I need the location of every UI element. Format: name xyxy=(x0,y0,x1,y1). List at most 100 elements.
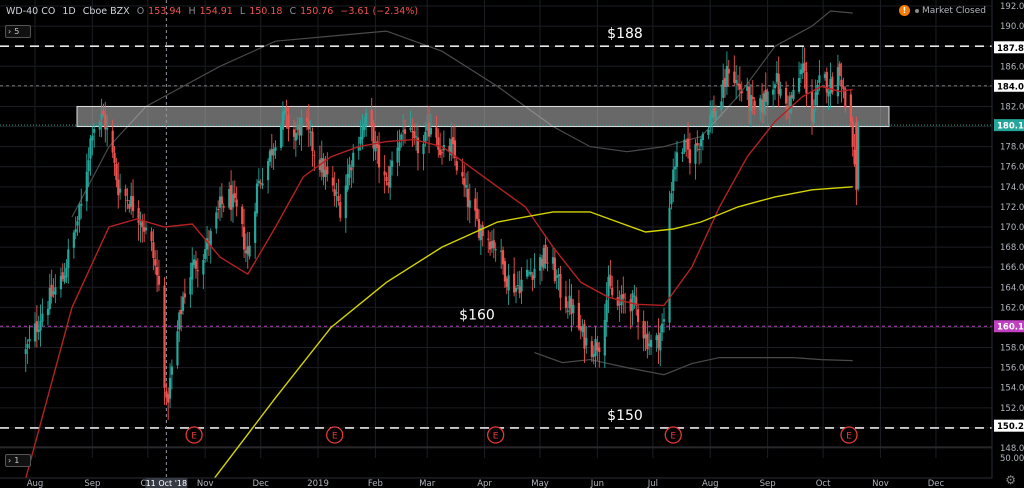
earnings-circle xyxy=(664,426,682,444)
time-tick-label: Aug xyxy=(702,479,719,488)
candle-body xyxy=(209,230,212,246)
candle-body xyxy=(674,166,677,170)
price-tag-text: 150.22 xyxy=(997,422,1024,432)
candle-body xyxy=(607,276,610,297)
candle-body xyxy=(531,275,534,280)
candle-body xyxy=(762,93,765,114)
candle-body xyxy=(611,287,614,296)
candle-body xyxy=(649,339,653,348)
candle-body xyxy=(712,108,716,118)
candle-body xyxy=(80,203,83,206)
candle-body xyxy=(492,240,495,249)
gear-icon[interactable]: ⚙ xyxy=(1005,473,1016,487)
candle-body xyxy=(259,182,262,184)
candle-body xyxy=(440,152,444,154)
level-label: $188 xyxy=(607,26,643,42)
candle-body xyxy=(124,188,127,196)
horizontal-levels: $188 $160 $150 xyxy=(0,0,992,478)
market-status[interactable]: ! Market Closed xyxy=(898,5,986,16)
band-lower-line xyxy=(534,352,853,376)
candle-body xyxy=(772,89,775,95)
candle-body xyxy=(681,151,684,155)
candle-body xyxy=(126,199,129,202)
candle-body xyxy=(455,161,458,171)
candle-body xyxy=(235,199,238,207)
candle-body xyxy=(279,126,283,148)
price-tick-label: 164.00 xyxy=(1000,283,1024,293)
earnings-label: E xyxy=(332,432,338,442)
candle-body xyxy=(415,136,418,138)
candle-body xyxy=(72,232,75,248)
candle-body xyxy=(827,91,830,97)
candle-body xyxy=(540,258,543,267)
close-label: C xyxy=(289,6,297,17)
candle-body xyxy=(629,299,632,312)
price-tag: 184.06 xyxy=(994,79,1024,92)
earnings-marker[interactable]: E xyxy=(486,426,505,444)
level-label: $150 xyxy=(607,408,643,424)
earnings-marker[interactable]: E xyxy=(840,426,858,444)
candle-body xyxy=(378,144,381,168)
candle-body xyxy=(230,185,233,210)
symbol-name[interactable]: WD-40 CO xyxy=(6,6,56,17)
candle-body xyxy=(104,114,107,130)
pane-toggle-top[interactable]: › 5 xyxy=(5,25,31,38)
resistance-zone xyxy=(76,105,890,128)
price-tag-text: 160.12 xyxy=(997,323,1024,333)
candle-body xyxy=(437,137,440,150)
close-value: 150.76 xyxy=(300,6,334,17)
candlesticks xyxy=(24,46,860,420)
time-tick-label: May xyxy=(531,479,549,488)
candle-body xyxy=(400,134,403,141)
sma-long-line xyxy=(213,186,853,479)
earnings-circle xyxy=(185,426,203,444)
candle-body xyxy=(764,89,767,102)
candle-body xyxy=(215,212,218,229)
open-value: 153.94 xyxy=(148,6,182,17)
earnings-marker[interactable]: E xyxy=(664,426,682,444)
candle-body xyxy=(298,124,301,136)
candle-body xyxy=(427,122,431,137)
candle-body xyxy=(520,279,523,292)
candle-body xyxy=(409,127,412,131)
candle-body xyxy=(357,146,360,151)
candle-body xyxy=(814,92,817,106)
candle-body xyxy=(477,219,481,239)
candle-body xyxy=(725,65,728,87)
candle-body xyxy=(605,300,608,323)
price-tag: 180.14 xyxy=(994,119,1024,132)
candle-body xyxy=(374,142,377,152)
pane-toggle-bottom[interactable]: › 1 xyxy=(5,454,31,467)
interval[interactable]: 1D xyxy=(62,6,76,17)
candle-body xyxy=(785,87,788,104)
candle-body xyxy=(255,183,259,214)
candle-body xyxy=(33,323,37,342)
earnings-marker[interactable]: E xyxy=(326,426,344,444)
candle-body xyxy=(102,110,105,115)
candle-body xyxy=(176,331,179,366)
price-axis: 192.00190.00188.00186.00184.00182.00180.… xyxy=(991,0,1024,478)
price-tick-label: 158.00 xyxy=(1000,344,1024,354)
candle-body xyxy=(529,271,532,275)
candle-body xyxy=(494,249,497,251)
price-tick-label: 186.00 xyxy=(1000,62,1024,72)
candle-body xyxy=(466,188,469,207)
earnings-marker[interactable]: E xyxy=(185,426,203,444)
pane-count-bottom: 1 xyxy=(14,456,20,465)
candle-body xyxy=(37,329,40,333)
candle-body xyxy=(555,275,558,278)
candle-body xyxy=(398,142,401,151)
candle-body xyxy=(501,250,505,265)
candle-body xyxy=(503,261,506,282)
candle-body xyxy=(257,180,260,183)
candle-body xyxy=(261,183,264,186)
candle-body xyxy=(668,207,671,323)
candle-body xyxy=(701,133,704,141)
candle-body xyxy=(738,83,741,90)
price-tick-label: 172.00 xyxy=(1000,203,1024,213)
candle-body xyxy=(844,88,847,108)
candle-body xyxy=(396,147,399,163)
candle-body xyxy=(170,366,173,375)
candle-body xyxy=(635,296,638,306)
